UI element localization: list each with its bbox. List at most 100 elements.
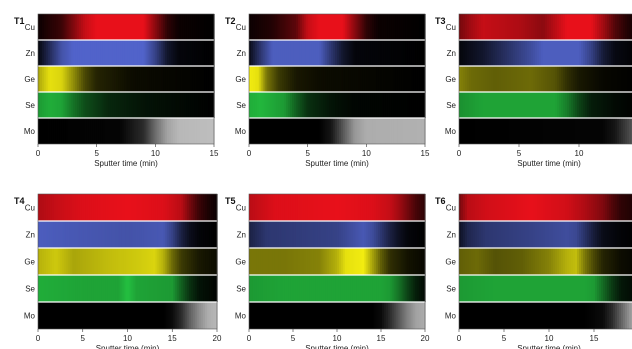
- heatmap-cell: [607, 275, 610, 302]
- heatmap-cell: [327, 302, 330, 329]
- heatmap-cell: [459, 66, 462, 92]
- heatmap-cell: [149, 14, 153, 40]
- heatmap-cell: [350, 66, 354, 92]
- heatmap-cell: [344, 118, 348, 144]
- heatmap-cell: [364, 118, 367, 144]
- heatmap-cell: [358, 66, 362, 92]
- heatmap-cell: [461, 248, 464, 275]
- heatmap-cell: [387, 92, 391, 118]
- heatmap-cell: [315, 302, 319, 329]
- heatmap-row-cu: [249, 14, 426, 40]
- heatmap-cell: [84, 40, 88, 66]
- heatmap-cell: [338, 92, 342, 118]
- heatmap-cell: [393, 248, 397, 275]
- heatmap-cell: [465, 221, 468, 248]
- heatmap-cell: [607, 40, 610, 66]
- heatmap-cell: [481, 66, 484, 92]
- heatmap-cell: [213, 248, 216, 275]
- heatmap-cell: [111, 275, 115, 302]
- heatmap-cell: [266, 40, 270, 66]
- heatmap-cell: [161, 221, 164, 248]
- heatmap-cell: [98, 14, 102, 40]
- heatmap-cell: [256, 302, 260, 329]
- heatmap-cell: [170, 40, 174, 66]
- heatmap-cell: [315, 66, 319, 92]
- heatmap-cell: [59, 302, 63, 329]
- heatmap-cell: [352, 66, 356, 92]
- heatmap-cell: [571, 221, 574, 248]
- heatmap-cell: [178, 40, 182, 66]
- heatmap-cell: [105, 248, 109, 275]
- heatmap-cell: [619, 118, 622, 144]
- heatmap-cell: [535, 194, 538, 221]
- heatmap-cell: [421, 14, 424, 40]
- heatmap-cell: [525, 302, 528, 329]
- heatmap-cell: [364, 248, 367, 275]
- heatmap-cell: [335, 221, 338, 248]
- heatmap-cell: [86, 40, 90, 66]
- heatmap-cell: [517, 302, 520, 329]
- heatmap-cell: [354, 302, 358, 329]
- heatmap-cell: [356, 221, 360, 248]
- heatmap-cell: [567, 302, 570, 329]
- heatmap-cell: [292, 118, 295, 144]
- heatmap-cell: [145, 14, 149, 40]
- heatmap-cell: [397, 275, 401, 302]
- heatmap-cell: [297, 92, 301, 118]
- heatmap-cell: [511, 248, 514, 275]
- heatmap-cell: [53, 66, 57, 92]
- heatmap-cell: [159, 92, 162, 118]
- heatmap-cell: [159, 40, 162, 66]
- heatmap-cell: [288, 275, 291, 302]
- heatmap-cell: [362, 221, 365, 248]
- heatmap-cell: [139, 194, 143, 221]
- heatmap-cell: [368, 194, 371, 221]
- heatmap-cell: [115, 302, 119, 329]
- heatmap-cell: [325, 302, 328, 329]
- heatmap-cell: [571, 66, 574, 92]
- heatmap-cell: [39, 92, 43, 118]
- heatmap-row-mo: [459, 118, 632, 144]
- heatmap-cell: [113, 194, 117, 221]
- heatmap-cell: [172, 40, 176, 66]
- heatmap-cell: [605, 92, 608, 118]
- heatmap-cell: [319, 14, 322, 40]
- heatmap-cell: [587, 275, 590, 302]
- heatmap-cell: [350, 194, 354, 221]
- heatmap-cell: [569, 194, 572, 221]
- heatmap-cell: [609, 118, 612, 144]
- heatmap-cell: [45, 66, 49, 92]
- heatmap-cell: [407, 275, 410, 302]
- heatmap-cell: [467, 194, 470, 221]
- heatmap-cell: [185, 221, 188, 248]
- heatmap-cell: [91, 275, 95, 302]
- heatmap-cell: [288, 14, 291, 40]
- x-tick-label: 0: [36, 149, 41, 158]
- heatmap-cell: [307, 248, 311, 275]
- heatmap-cell: [153, 118, 156, 144]
- heatmap-cell: [278, 40, 281, 66]
- heatmap-cell: [38, 118, 41, 144]
- heatmap-cell: [551, 221, 554, 248]
- heatmap-cell: [63, 248, 67, 275]
- heatmap-cell: [249, 118, 252, 144]
- heatmap-cell: [75, 14, 78, 40]
- heatmap-cell: [61, 248, 65, 275]
- heatmap-cell: [153, 194, 156, 221]
- heatmap-cell: [573, 66, 576, 92]
- heatmap-cell: [101, 302, 105, 329]
- heatmap-cell: [565, 302, 568, 329]
- heatmap-cell: [51, 221, 55, 248]
- heatmap-cell: [319, 92, 322, 118]
- heatmap-cell: [603, 221, 606, 248]
- heatmap-cell: [123, 302, 127, 329]
- heatmap-cell: [88, 14, 92, 40]
- heatmap-cell: [360, 14, 364, 40]
- heatmap-cell: [511, 118, 514, 144]
- heatmap-cell: [125, 275, 129, 302]
- heatmap-cell: [292, 92, 295, 118]
- heatmap-cell: [71, 14, 74, 40]
- heatmap-cell: [368, 118, 371, 144]
- heatmap-cell: [301, 302, 305, 329]
- heatmap-cell: [305, 302, 309, 329]
